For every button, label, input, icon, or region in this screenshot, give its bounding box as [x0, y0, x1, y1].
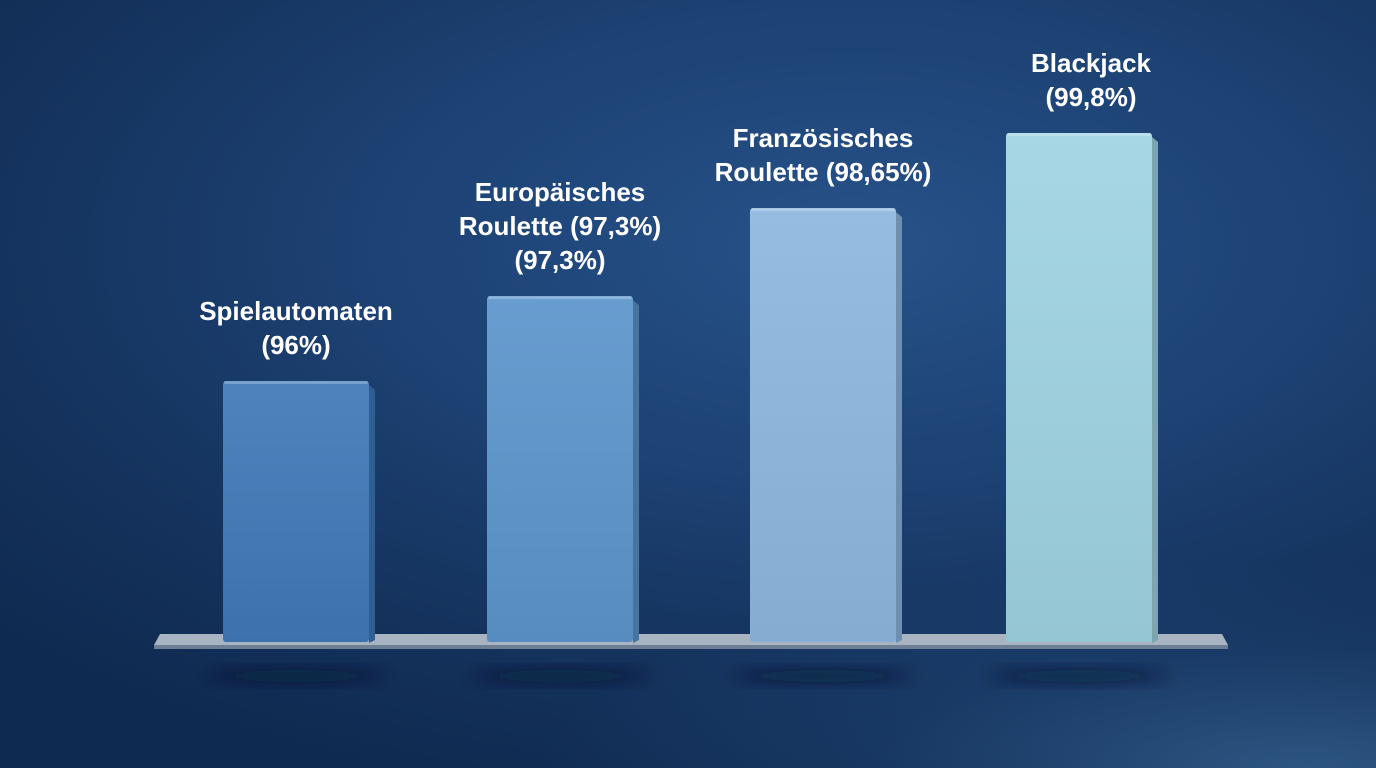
bar-label-line: (99,8%)	[1045, 82, 1136, 112]
bar-front	[223, 381, 369, 642]
bar-side	[633, 300, 639, 643]
bar-side	[896, 212, 902, 643]
bars	[223, 133, 1158, 644]
bar	[1006, 133, 1158, 644]
bar-top-edge	[224, 381, 368, 384]
bar-label: Blackjack (99,8%)	[1031, 48, 1152, 112]
bar-label-line: (96%)	[261, 330, 330, 360]
bar-front	[750, 208, 896, 642]
bar-label: Spielautomaten (96%)	[199, 296, 393, 360]
bar-shadow	[205, 669, 387, 683]
bar-top-edge	[1007, 133, 1151, 137]
bar-front	[1006, 133, 1152, 643]
bar-label-line: Roulette (97,3%)	[459, 211, 661, 241]
bar-label-line: Roulette (98,65%)	[715, 157, 932, 187]
bar-label-line: Französisches	[733, 123, 914, 153]
bar-shadow	[732, 669, 914, 683]
bar-shadow	[988, 669, 1170, 683]
bar-label-line: Europäisches	[475, 177, 646, 207]
bar-top-edge	[488, 296, 632, 300]
bar-labels: Spielautomaten (96%) Europäisches Roulette …	[199, 48, 1151, 360]
shelf-top	[154, 634, 1228, 645]
bar-shadow	[469, 669, 651, 683]
bar-label: Europäisches Roulette (97,3%) (97,3%)	[459, 177, 661, 275]
bar-top-edge	[751, 208, 895, 212]
baseline-shelf	[154, 634, 1228, 649]
bar	[487, 296, 639, 643]
bar-label-line: (97,3%)	[514, 245, 605, 275]
bar-label-line: Blackjack	[1031, 48, 1152, 78]
bar-side	[369, 385, 375, 643]
shelf-edge	[154, 645, 1228, 649]
bar	[750, 208, 902, 643]
bar-label: Französisches Roulette (98,65%)	[715, 123, 932, 187]
bar-shadows	[205, 669, 1170, 683]
bar-label-line: Spielautomaten	[199, 296, 393, 326]
bar	[223, 381, 375, 643]
bar-front	[487, 296, 633, 642]
bar-side	[1152, 137, 1158, 644]
